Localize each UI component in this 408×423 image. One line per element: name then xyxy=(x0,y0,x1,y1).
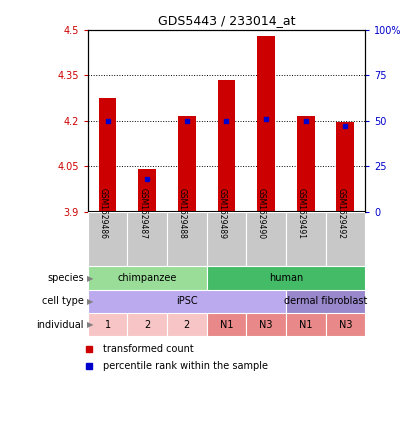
Bar xyxy=(286,290,365,313)
Text: GSM1529491: GSM1529491 xyxy=(297,188,306,239)
Bar xyxy=(246,313,286,336)
Text: species: species xyxy=(47,273,84,283)
Text: N3: N3 xyxy=(339,320,352,330)
Text: cell type: cell type xyxy=(42,297,84,306)
Bar xyxy=(257,36,275,212)
Text: GSM1529490: GSM1529490 xyxy=(257,187,266,239)
Text: iPSC: iPSC xyxy=(176,297,197,306)
Bar xyxy=(88,290,286,313)
Bar xyxy=(88,313,127,336)
Text: GSM1529492: GSM1529492 xyxy=(336,188,345,239)
Bar xyxy=(167,313,206,336)
Bar xyxy=(99,98,116,212)
Bar xyxy=(246,212,286,266)
Text: ▶: ▶ xyxy=(86,297,93,306)
Bar xyxy=(88,212,127,266)
Text: 2: 2 xyxy=(144,320,150,330)
Text: 2: 2 xyxy=(184,320,190,330)
Text: 1: 1 xyxy=(104,320,111,330)
Text: individual: individual xyxy=(36,320,84,330)
Bar xyxy=(326,212,365,266)
Bar xyxy=(167,212,206,266)
Title: GDS5443 / 233014_at: GDS5443 / 233014_at xyxy=(157,14,295,27)
Bar xyxy=(178,116,196,212)
Bar xyxy=(206,212,246,266)
Text: GSM1529486: GSM1529486 xyxy=(99,188,108,239)
Bar xyxy=(286,313,326,336)
Bar xyxy=(127,212,167,266)
Text: transformed count: transformed count xyxy=(103,344,194,354)
Bar xyxy=(206,266,365,290)
Text: GSM1529489: GSM1529489 xyxy=(217,188,226,239)
Bar xyxy=(326,313,365,336)
Text: GSM1529488: GSM1529488 xyxy=(178,188,187,239)
Text: N1: N1 xyxy=(220,320,233,330)
Text: GSM1529487: GSM1529487 xyxy=(138,188,147,239)
Text: human: human xyxy=(269,273,303,283)
Text: dermal fibroblast: dermal fibroblast xyxy=(284,297,367,306)
Text: chimpanzee: chimpanzee xyxy=(118,273,177,283)
Bar xyxy=(337,122,354,212)
Text: percentile rank within the sample: percentile rank within the sample xyxy=(103,361,268,371)
Bar xyxy=(297,116,315,212)
Text: ▶: ▶ xyxy=(86,274,93,283)
Bar xyxy=(206,313,246,336)
Bar xyxy=(217,80,235,212)
Text: N3: N3 xyxy=(259,320,273,330)
Bar xyxy=(138,169,156,212)
Bar xyxy=(286,212,326,266)
Text: N1: N1 xyxy=(299,320,313,330)
Bar xyxy=(88,266,206,290)
Text: ▶: ▶ xyxy=(86,320,93,329)
Bar xyxy=(127,313,167,336)
